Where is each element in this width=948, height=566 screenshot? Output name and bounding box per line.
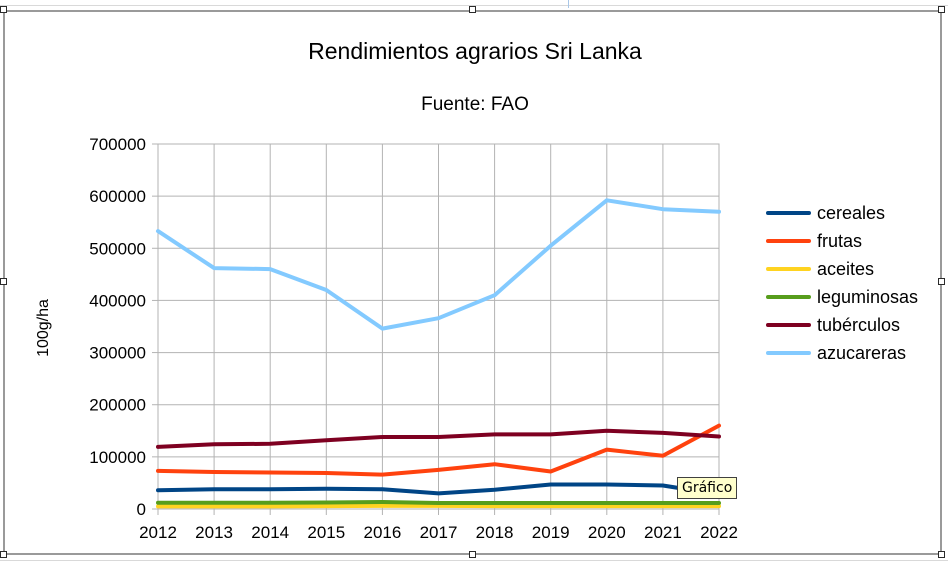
y-tick-label: 300000 bbox=[89, 344, 146, 363]
series-line-aceites bbox=[156, 503, 721, 509]
chart-title: Rendimientos agrarios Sri Lanka bbox=[308, 38, 642, 64]
legend-label: leguminosas bbox=[817, 287, 918, 307]
chart-text: 0 100000 200000 300000 400000 500000 600000 700… bbox=[35, 38, 738, 542]
grid-lines bbox=[157, 143, 720, 510]
y-axis-title: 100g/ha bbox=[35, 299, 52, 357]
x-tick-label: 2020 bbox=[588, 523, 626, 542]
x-tick-label: 2019 bbox=[532, 523, 570, 542]
sheet-row-line bbox=[0, 560, 948, 561]
x-tick-label: 2012 bbox=[139, 523, 177, 542]
legend-label: cereales bbox=[817, 203, 885, 223]
series-line-frutas bbox=[156, 423, 721, 477]
plot-area-border bbox=[157, 143, 720, 510]
y-tick-label: 0 bbox=[137, 500, 146, 519]
resize-handle-right[interactable] bbox=[938, 278, 945, 285]
series-line-azucareras bbox=[156, 198, 721, 331]
resize-handle-top-right[interactable] bbox=[938, 6, 945, 13]
resize-handle-left[interactable] bbox=[0, 278, 7, 285]
legend: cereales frutas aceites leguminosas tubércul… bbox=[766, 203, 918, 363]
x-tick-label: 2017 bbox=[420, 523, 458, 542]
legend-label: tubérculos bbox=[817, 315, 900, 335]
sheet-row-line bbox=[0, 5, 948, 6]
y-tick-label: 500000 bbox=[89, 239, 146, 258]
x-tick-label: 2013 bbox=[195, 523, 233, 542]
series-lines bbox=[156, 198, 721, 509]
legend-label: frutas bbox=[817, 231, 862, 251]
resize-handle-top[interactable] bbox=[469, 6, 476, 13]
series-line-leguminosas bbox=[156, 500, 721, 505]
line-chart[interactable]: 0 100000 200000 300000 400000 500000 600000 700… bbox=[5, 12, 940, 553]
series-line-tubérculos bbox=[156, 428, 721, 449]
x-tick-label: 2018 bbox=[476, 523, 514, 542]
y-tick-label: 400000 bbox=[89, 291, 146, 310]
y-tick-label: 100000 bbox=[89, 448, 146, 467]
x-tick-label: 2014 bbox=[251, 523, 289, 542]
x-tick-label: 2015 bbox=[307, 523, 345, 542]
chart-tooltip: Gráfico bbox=[677, 477, 738, 499]
sheet-col-line bbox=[568, 0, 569, 8]
chart-subtitle: Fuente: FAO bbox=[421, 94, 529, 115]
x-tick-label: 2021 bbox=[644, 523, 682, 542]
series-line-cereales bbox=[156, 482, 721, 497]
resize-handle-bottom[interactable] bbox=[469, 551, 476, 558]
y-tick-label: 700000 bbox=[89, 135, 146, 154]
axes bbox=[152, 143, 720, 515]
y-tick-label: 200000 bbox=[89, 396, 146, 415]
legend-label: aceites bbox=[817, 259, 874, 279]
chart-object[interactable]: 0 100000 200000 300000 400000 500000 600000 700… bbox=[3, 10, 942, 555]
x-tick-label: 2022 bbox=[700, 523, 738, 542]
x-tick-label: 2016 bbox=[363, 523, 401, 542]
resize-handle-top-left[interactable] bbox=[0, 6, 7, 13]
legend-label: azucareras bbox=[817, 343, 906, 363]
resize-handle-bottom-right[interactable] bbox=[938, 551, 945, 558]
resize-handle-bottom-left[interactable] bbox=[0, 551, 7, 558]
y-tick-label: 600000 bbox=[89, 187, 146, 206]
